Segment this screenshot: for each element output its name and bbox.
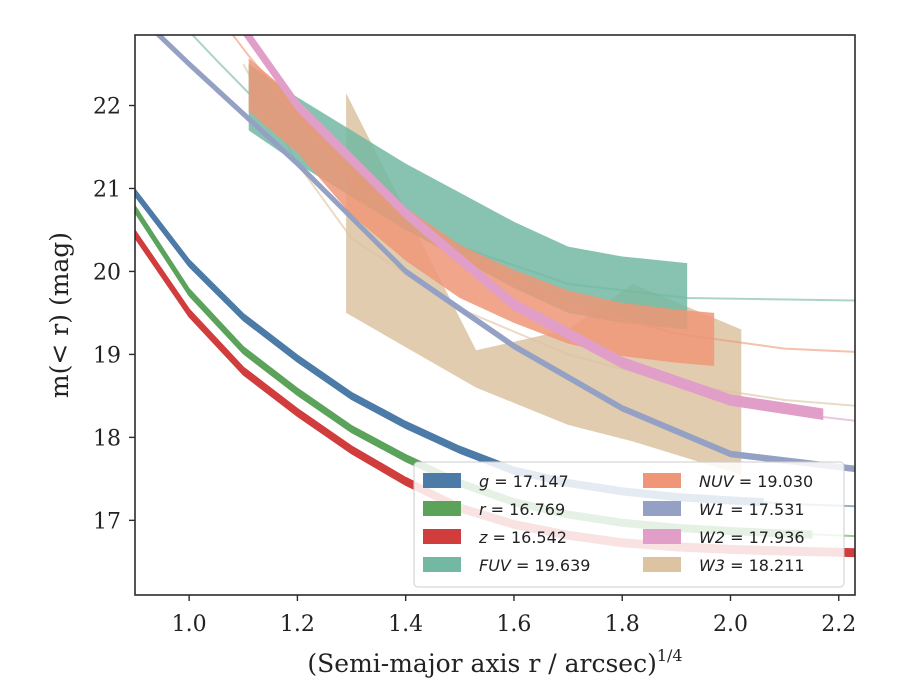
legend-label: r = 16.769	[479, 500, 565, 519]
legend-swatch	[423, 529, 461, 544]
legend-item-w1: W1 = 17.531	[643, 500, 805, 519]
y-axis: 17 18 19 20 21 22	[93, 95, 135, 534]
x-axis-label: (Semi-major axis r / arcsec)1/4	[307, 646, 682, 678]
series-w2-band	[243, 35, 824, 420]
legend-swatch	[423, 473, 461, 488]
legend-swatch	[643, 473, 681, 488]
legend-item-z: z = 16.542	[423, 528, 567, 547]
series-nuv-band	[248, 58, 715, 366]
x-axis: 1.0 1.2 1.4 1.6 1.8 2.0 2.2	[172, 595, 856, 637]
legend: g = 17.147 r = 16.769 z = 16.542 FUV = 19.6…	[413, 461, 845, 588]
legend-swatch	[423, 557, 461, 572]
legend-swatch	[643, 557, 681, 572]
x-axis-label-exponent: 1/4	[657, 646, 683, 665]
legend-label: W2 = 17.936	[699, 528, 805, 547]
x-axis-label-main: (Semi-major axis r / arcsec)	[307, 649, 656, 678]
y-tick-label: 17	[93, 509, 121, 534]
y-tick-label: 20	[93, 260, 121, 285]
x-tick-label: 1.6	[496, 612, 531, 637]
y-tick-label: 18	[93, 426, 121, 451]
legend-swatch	[643, 529, 681, 544]
series-w2	[243, 35, 855, 422]
legend-swatch	[423, 501, 461, 516]
y-tick-label: 19	[93, 343, 121, 368]
series-w3-band	[346, 93, 742, 475]
legend-item-nuv: NUV = 19.030	[643, 472, 813, 491]
series-nuv	[231, 35, 855, 366]
legend-label: NUV = 19.030	[699, 472, 813, 491]
series-z-band	[135, 229, 855, 558]
series-w1	[155, 35, 855, 473]
y-axis-label: m(< r) (mag)	[45, 232, 74, 398]
y-tick-label: 22	[93, 95, 121, 120]
legend-label: FUV = 19.639	[479, 556, 590, 575]
series-fuv-band	[248, 64, 688, 330]
legend-item-w2: W2 = 17.936	[643, 528, 805, 547]
series-z	[135, 229, 855, 558]
legend-swatch	[643, 501, 681, 516]
legend-item-g: g = 17.147	[423, 472, 569, 491]
x-tick-label: 1.8	[605, 612, 640, 637]
x-tick-label: 1.4	[388, 612, 423, 637]
legend-item-r: r = 16.769	[423, 500, 565, 519]
y-tick-label: 21	[93, 177, 121, 202]
legend-item-w3: W3 = 18.211	[643, 556, 805, 575]
legend-box	[413, 461, 845, 588]
legend-label: W1 = 17.531	[699, 500, 805, 519]
series-w1-band	[155, 35, 855, 473]
legend-label: W3 = 18.211	[699, 556, 805, 575]
x-tick-label: 1.2	[280, 612, 315, 637]
legend-label: z = 16.542	[478, 528, 567, 547]
legend-item-fuv: FUV = 19.639	[423, 556, 590, 575]
x-tick-label: 1.0	[172, 612, 207, 637]
x-tick-label: 2.0	[713, 612, 748, 637]
legend-label: g = 17.147	[479, 472, 569, 491]
x-tick-label: 2.2	[821, 612, 856, 637]
plot-frame	[134, 34, 856, 596]
